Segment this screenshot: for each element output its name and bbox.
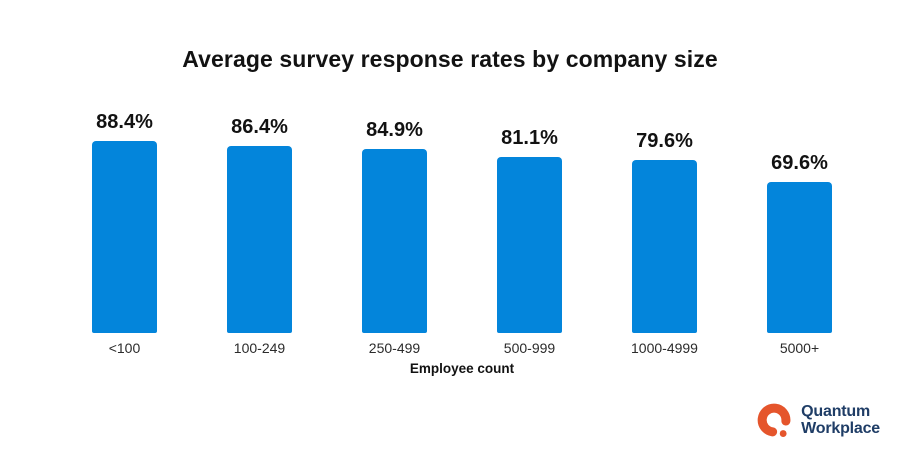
bar <box>497 157 562 333</box>
bar-group: 88.4% <box>57 100 192 333</box>
x-axis-title: Employee count <box>409 361 515 376</box>
bar-group: 84.9% <box>327 100 462 333</box>
bar <box>92 141 157 333</box>
bar-group: 81.1% <box>462 100 597 333</box>
bar-group: 86.4% <box>192 100 327 333</box>
bar-group: 69.6% <box>732 100 867 333</box>
bar <box>767 182 832 333</box>
bar-value-label: 86.4% <box>231 116 288 138</box>
logo-line2: Workplace <box>801 420 880 437</box>
x-tick-label: 250-499 <box>368 340 421 356</box>
bar <box>227 146 292 333</box>
bar-chart: 88.4% 86.4% 84.9% 81.1% 79.6% 69.6% <box>57 100 867 333</box>
bar-value-label: 84.9% <box>366 119 423 141</box>
logo-line1: Quantum <box>801 403 870 421</box>
x-tick-label: <100 <box>108 340 141 356</box>
chart-title: Average survey response rates by company… <box>182 46 718 72</box>
bar-value-label: 88.4% <box>96 111 153 133</box>
bar <box>362 149 427 333</box>
bar-value-label: 81.1% <box>501 127 558 149</box>
q-mark-dot <box>779 430 787 437</box>
bar-value-label: 69.6% <box>771 152 828 174</box>
logo-wordmark: Quantum Workplace <box>801 403 880 438</box>
x-tick-label: 500-999 <box>503 340 556 356</box>
quantum-workplace-logo: Quantum Workplace <box>756 402 880 440</box>
x-tick-label: 1000-4999 <box>631 340 698 356</box>
bar-value-label: 79.6% <box>636 130 693 152</box>
x-axis-tick-labels: <100 100-249 250-499 500-999 1000-4999 5… <box>57 340 867 356</box>
bar-group: 79.6% <box>597 100 732 333</box>
quantum-q-mark-icon <box>757 403 791 437</box>
bar <box>632 160 697 333</box>
x-tick-label: 100-249 <box>233 340 286 356</box>
x-tick-label: 5000+ <box>779 340 820 356</box>
